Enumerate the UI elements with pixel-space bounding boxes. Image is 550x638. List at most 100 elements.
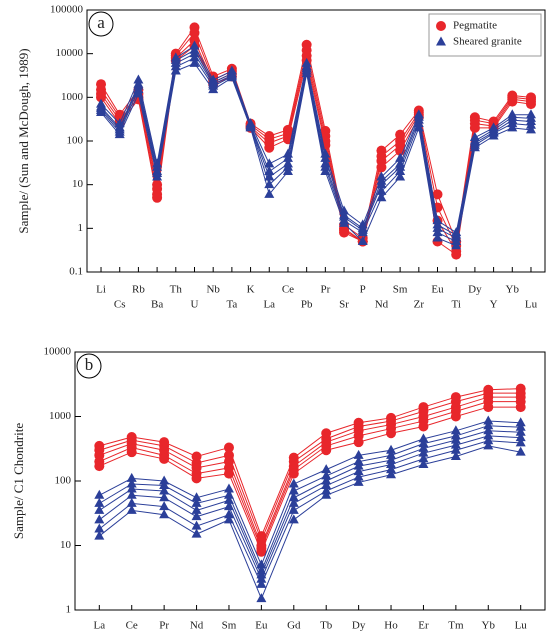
x-tick-label: Er [418, 620, 429, 632]
x-tick-label: Sm [222, 620, 237, 632]
sample-line [100, 39, 532, 253]
data-point [133, 88, 144, 98]
data-point [226, 72, 237, 82]
data-point [488, 130, 499, 140]
data-point [450, 425, 461, 435]
data-point [451, 240, 462, 250]
data-point [264, 188, 275, 198]
data-point [223, 483, 234, 493]
data-point [264, 179, 275, 189]
data-point [450, 444, 461, 454]
data-point [418, 442, 429, 452]
y-tick-label: 100 [55, 475, 72, 487]
data-point [525, 124, 536, 134]
data-point [288, 497, 299, 507]
data-point [386, 444, 397, 454]
data-point [288, 468, 299, 479]
x-tick-label: Th [170, 284, 183, 296]
sample-line [99, 406, 521, 554]
sample-line [99, 430, 521, 577]
sample-line [98, 445, 521, 600]
data-point [223, 442, 234, 453]
y-tick-label: 1 [66, 604, 72, 616]
data-point [395, 171, 406, 181]
data-point [223, 489, 234, 499]
x-tick-label: Ba [151, 299, 163, 311]
data-point [245, 122, 256, 132]
data-point [191, 528, 202, 538]
data-point [321, 480, 332, 490]
data-point [386, 428, 397, 439]
data-point [159, 480, 170, 490]
sample-line [100, 53, 532, 239]
y-axis-label: Sample/ (Sun and McDough, 1989) [16, 48, 31, 233]
data-point [483, 402, 494, 413]
panel-badge [76, 353, 102, 379]
x-tick-label: Li [96, 284, 106, 296]
data-point [191, 492, 202, 502]
data-point [376, 162, 387, 173]
sample-line [99, 396, 521, 547]
data-point [321, 470, 332, 480]
x-tick-label: Ta [226, 299, 237, 311]
data-point [189, 27, 200, 38]
x-tick-label: Lu [525, 299, 538, 311]
data-point [386, 469, 397, 479]
data-point [469, 142, 480, 152]
data-point [507, 122, 518, 132]
x-tick-label: Ti [452, 299, 461, 311]
data-point [353, 466, 364, 476]
x-tick-label: Zr [414, 299, 425, 311]
data-point [515, 421, 526, 431]
data-point [321, 464, 332, 474]
panel-badge [88, 11, 114, 37]
x-tick-label: Ho [384, 620, 398, 632]
x-tick-label: La [263, 299, 275, 311]
data-point [288, 492, 299, 502]
data-point [152, 192, 163, 203]
y-tick-label: 10000 [56, 47, 84, 59]
sample-line [99, 388, 521, 538]
x-tick-label: P [360, 284, 366, 296]
data-point [469, 122, 480, 133]
data-point [483, 425, 494, 435]
data-point [386, 459, 397, 469]
data-point [321, 489, 332, 499]
data-point [483, 435, 494, 445]
x-tick-label: Yb [482, 620, 496, 632]
plot-frame [74, 351, 546, 611]
x-tick-label: Tb [320, 620, 333, 632]
x-tick-label: Pr [320, 284, 330, 296]
data-point [432, 232, 443, 242]
data-point [159, 475, 170, 485]
sample-line [100, 57, 532, 243]
data-point [353, 471, 364, 481]
x-tick-label: Eu [431, 284, 444, 296]
data-point [159, 485, 170, 495]
data-point [515, 437, 526, 447]
data-point [223, 509, 234, 519]
data-point [515, 432, 526, 442]
data-point [256, 593, 267, 603]
data-point [94, 497, 105, 507]
data-point [223, 501, 234, 511]
legend-marker [436, 36, 446, 46]
data-point [94, 461, 105, 472]
data-point [191, 504, 202, 514]
data-point [264, 166, 275, 176]
data-point [525, 119, 536, 129]
data-point [353, 476, 364, 486]
data-point [264, 171, 275, 181]
data-point [320, 166, 331, 176]
data-point [126, 497, 137, 507]
data-point [450, 450, 461, 460]
sample-line [100, 45, 532, 256]
legend-label: Pegmatite [453, 20, 497, 32]
data-point [282, 166, 293, 176]
data-point [339, 227, 350, 238]
data-point [264, 142, 275, 153]
data-point [152, 171, 163, 181]
data-point [170, 65, 181, 75]
data-point [126, 447, 137, 458]
